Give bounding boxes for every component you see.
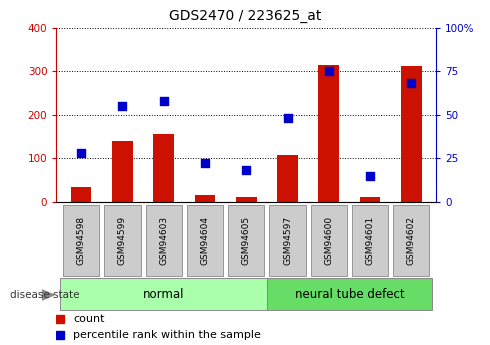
Point <box>160 98 168 104</box>
Bar <box>318 65 339 202</box>
Bar <box>352 205 388 276</box>
Bar <box>63 205 99 276</box>
Point <box>284 116 292 121</box>
Point <box>201 161 209 166</box>
Text: GDS2470 / 223625_at: GDS2470 / 223625_at <box>169 9 321 23</box>
Text: GSM94598: GSM94598 <box>76 216 86 265</box>
Bar <box>267 278 432 310</box>
Text: GSM94597: GSM94597 <box>283 216 292 265</box>
Bar <box>60 278 267 310</box>
Text: disease state: disease state <box>10 290 79 300</box>
Bar <box>195 195 215 202</box>
Text: GSM94605: GSM94605 <box>242 216 251 265</box>
Polygon shape <box>42 290 54 300</box>
Point <box>325 68 333 74</box>
Bar <box>187 205 223 276</box>
Bar <box>71 187 92 202</box>
Text: GSM94599: GSM94599 <box>118 216 127 265</box>
Bar <box>360 197 380 202</box>
Text: GSM94602: GSM94602 <box>407 216 416 265</box>
Text: percentile rank within the sample: percentile rank within the sample <box>74 330 261 340</box>
Point <box>77 150 85 156</box>
Point <box>407 81 415 86</box>
Bar <box>153 134 174 202</box>
Text: neural tube defect: neural tube defect <box>294 288 404 300</box>
Point <box>119 103 126 109</box>
Bar <box>401 66 422 202</box>
Bar <box>104 205 141 276</box>
Bar <box>146 205 182 276</box>
Bar <box>112 141 133 202</box>
Text: GSM94601: GSM94601 <box>366 216 374 265</box>
Text: GSM94603: GSM94603 <box>159 216 168 265</box>
Text: GSM94604: GSM94604 <box>200 216 209 265</box>
Bar <box>228 205 265 276</box>
Text: GSM94600: GSM94600 <box>324 216 333 265</box>
Text: normal: normal <box>143 288 184 300</box>
Bar <box>270 205 306 276</box>
Bar <box>277 155 298 202</box>
Point <box>366 173 374 178</box>
Bar <box>311 205 347 276</box>
Bar <box>393 205 430 276</box>
Bar <box>236 197 257 202</box>
Point <box>243 168 250 173</box>
Text: count: count <box>74 314 105 324</box>
